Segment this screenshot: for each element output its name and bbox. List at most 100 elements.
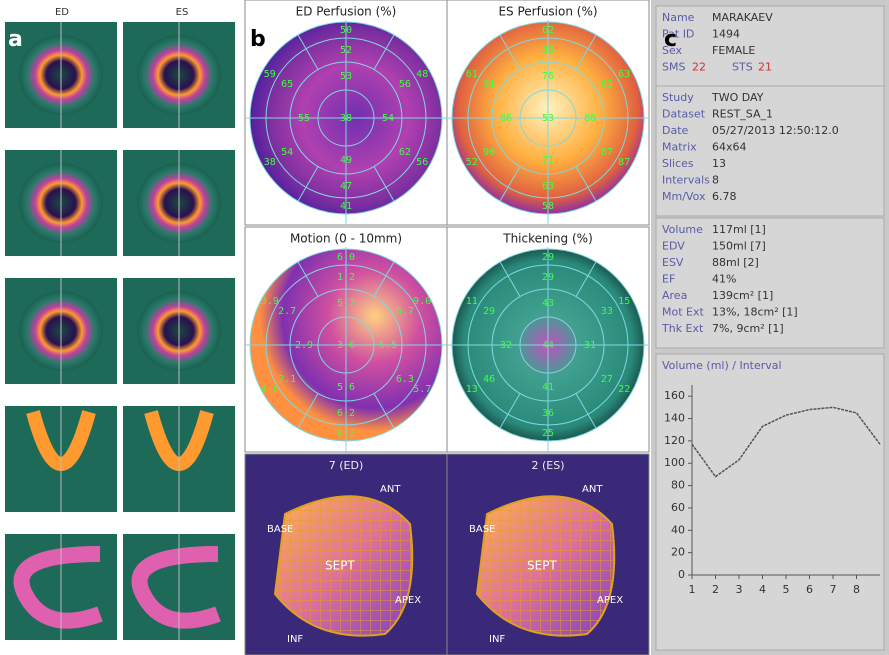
segment-value: 80 [542,45,554,56]
screen: EDES ED Perfusion (%)3853544955525662475… [0,0,889,655]
segment-value: 54 [281,147,293,158]
segment-value: 6.2 [337,408,355,419]
info-value: 8 [712,174,719,187]
segment-value: 56 [416,157,428,168]
segment-value: 25 [542,428,554,439]
segment-value: 46 [483,374,495,385]
segment-value: 49 [340,155,352,166]
segment-value: 90 [483,147,495,158]
info-value: TWO DAY [711,91,764,104]
segment-value: 3.9 [261,296,279,307]
segment-value: 15 [618,296,630,307]
polar-title: Motion (0 - 10mm) [290,232,402,246]
segment-value: 62 [399,147,411,158]
score-label: SMS [662,61,685,74]
info-label: Area [662,289,687,302]
segment-value: 52 [466,157,478,168]
info-panel: NameMARAKAEVPat ID1494SexFEMALEStudyTWO … [656,6,884,650]
segment-value: 44 [542,340,554,351]
surface-label: BASE [469,524,495,535]
segment-value: 59 [264,69,276,80]
info-label: Slices [662,157,694,170]
segment-value: 27 [601,374,613,385]
segment-value: 63 [618,69,630,80]
segment-value: 11 [466,296,478,307]
segment-value: 54 [382,113,394,124]
segment-value: 52 [340,45,352,56]
segment-value: 6.7 [396,306,414,317]
y-tick-label: 160 [664,389,685,402]
segment-value: 41 [340,201,352,212]
info-label: Matrix [662,141,697,154]
panel-label: b [250,27,266,52]
segment-value: 2.9 [295,340,313,351]
chart-box [656,354,884,650]
segment-value: 32 [500,340,512,351]
info-value: 13%, 18cm² [1] [712,306,798,319]
info-label: EF [662,273,675,286]
y-tick-label: 0 [678,568,685,581]
x-tick-label: 5 [783,583,790,596]
segment-value: 50 [340,25,352,36]
segment-value: 36 [542,408,554,419]
surface-label: INF [287,634,303,645]
polar-title: Thickening (%) [502,232,593,246]
info-value: 7%, 9cm² [1] [712,322,784,335]
info-value: 139cm² [1] [712,289,773,302]
info-value: MARAKAEV [712,11,773,24]
segment-value: 2.1 [278,374,296,385]
surface-label: SEPT [527,559,557,573]
segment-value: 38 [340,113,352,124]
segment-value: 31 [584,340,596,351]
surface-title: 7 (ED) [329,459,364,472]
segment-value: 65 [281,79,293,90]
surface-label: ANT [582,484,603,495]
segment-value: 53 [340,71,352,82]
surface-title: 2 (ES) [531,459,564,472]
segment-value: 3.6 [337,340,355,351]
info-label: EDV [662,240,685,253]
info-label: Intervals [662,174,710,187]
segment-value: 41 [542,382,554,393]
info-value: 41% [712,273,736,286]
segment-value: 86 [584,113,596,124]
x-tick-label: 6 [806,583,813,596]
polar-maps: ED Perfusion (%)385354495552566247546550… [245,0,649,655]
surface-label: ANT [380,484,401,495]
segment-value: 6.3 [396,374,414,385]
segment-value: 71 [542,155,554,166]
info-label: Date [662,124,689,137]
chart-title: Volume (ml) / Interval [662,359,782,372]
info-label: Name [662,11,695,24]
segment-value: 29 [542,272,554,283]
y-tick-label: 60 [671,501,685,514]
slice-header: ES [176,7,189,18]
x-tick-label: 4 [759,583,766,596]
segment-value: 43 [542,298,554,309]
surface-label: APEX [395,595,421,606]
surface-label: APEX [597,595,623,606]
score-value: 21 [758,61,772,74]
x-tick-label: 3 [736,583,743,596]
y-tick-label: 80 [671,479,685,492]
panel-label: c [664,27,677,52]
segment-value: 22 [618,384,630,395]
surface-label: SEPT [325,559,355,573]
segment-value: 56 [399,79,411,90]
x-tick-label: 2 [712,583,719,596]
info-label: Dataset [662,108,706,121]
y-tick-label: 20 [671,546,685,559]
y-tick-label: 40 [671,523,685,536]
segment-value: 87 [618,157,630,168]
segment-value: 76 [542,71,554,82]
surface-label: INF [489,634,505,645]
segment-value: 2.7 [278,306,296,317]
x-tick-label: 1 [689,583,696,596]
segment-value: 5.6 [337,382,355,393]
segment-value: 58 [542,201,554,212]
info-label: Thk Ext [661,322,704,335]
info-value: 88ml [2] [712,256,759,269]
info-label: Mm/Vox [662,190,706,203]
segment-value: 91 [483,79,495,90]
segment-value: 86 [500,113,512,124]
